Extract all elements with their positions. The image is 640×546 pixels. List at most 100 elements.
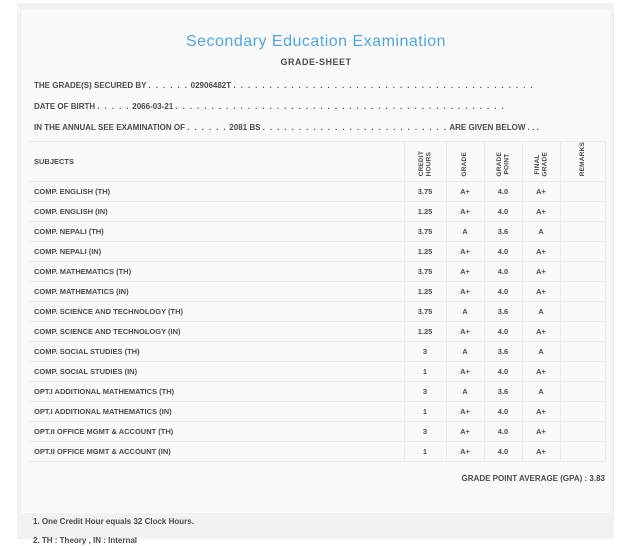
- credit-hours-cell: 1: [403, 441, 446, 462]
- grade-point-cell: 4.0: [483, 321, 522, 342]
- credit-hours-cell: 3: [403, 341, 446, 362]
- footnotes: 1. One Credit Hour equals 32 Clock Hours…: [33, 517, 614, 546]
- grade-cell: A: [445, 381, 484, 402]
- subject-cell: OPT.I ADDITIONAL MATHEMATICS (TH): [34, 387, 175, 397]
- table-row: COMP. ENGLISH (TH) 3.75 A+ 4.0 A+: [29, 181, 606, 202]
- grade-cell: A+: [445, 261, 484, 282]
- subject-cell: COMP. ENGLISH (TH): [34, 187, 111, 197]
- subject-cell: COMP. MATHEMATICS (TH): [34, 267, 132, 277]
- dotted-leader: . . . . .: [97, 102, 131, 111]
- credit-hours-cell: 3.75: [403, 221, 446, 242]
- remarks-cell: [559, 361, 606, 382]
- final-grade-label: FINAL GRADE: [533, 151, 549, 177]
- final-grade-cell: A: [521, 221, 560, 242]
- table-row: COMP. ENGLISH (IN) 1.25 A+ 4.0 A+: [29, 201, 606, 222]
- remarks-cell: [559, 441, 606, 462]
- table-row: COMP. SOCIAL STUDIES (IN) 1 A+ 4.0 A+: [29, 361, 606, 382]
- grade-cell: A+: [445, 201, 484, 222]
- info-prefix: DATE OF BIRTH: [34, 102, 96, 111]
- remarks-cell: [559, 421, 606, 442]
- remarks-cell: [559, 261, 606, 282]
- final-grade-column-header: FINAL GRADE: [521, 141, 560, 182]
- grade-column-header: GRADE: [445, 141, 484, 182]
- table-row: OPT.II OFFICE MGMT & ACCOUNT (IN) 1 A+ 4.0 A…: [29, 441, 606, 462]
- final-grade-cell: A: [521, 301, 560, 322]
- grade-point-cell: 4.0: [483, 441, 522, 462]
- subjects-column-header: SUBJECTS: [34, 157, 75, 167]
- subject-cell: COMP. NEPALI (IN): [34, 247, 102, 257]
- grade-cell: A+: [445, 401, 484, 422]
- table-row: COMP. MATHEMATICS (TH) 3.75 A+ 4.0 A+: [29, 261, 606, 282]
- subject-cell: OPT.I ADDITIONAL MATHEMATICS (IN): [34, 407, 172, 417]
- credit-hours-cell: 1.25: [403, 281, 446, 302]
- subject-cell: COMP. SCIENCE AND TECHNOLOGY (TH): [34, 307, 184, 317]
- page-title: Secondary Education Examination: [185, 33, 447, 50]
- credit-hours-cell: 1.25: [403, 201, 446, 222]
- grade-cell: A+: [445, 281, 484, 302]
- gradesheet-card: Secondary Education Examination GRADE-SH…: [22, 10, 610, 513]
- gradesheet-panel: Secondary Education Examination GRADE-SH…: [17, 3, 614, 545]
- credit-hours-cell: 3.75: [403, 181, 446, 202]
- credit-hours-cell: 3: [403, 421, 446, 442]
- grade-label: GRADE: [461, 151, 469, 177]
- symbol-number-value: 02906482T: [190, 81, 232, 90]
- grade-cell: A: [445, 301, 484, 322]
- final-grade-cell: A+: [521, 321, 560, 342]
- table-row: OPT.II OFFICE MGMT & ACCOUNT (TH) 3 A+ 4.0 A…: [29, 421, 606, 442]
- info-line-exam-year: IN THE ANNUAL SEE EXAMINATION OF . . . .…: [23, 117, 609, 138]
- final-grade-cell: A+: [521, 401, 560, 422]
- credit-hours-cell: 1.25: [403, 241, 446, 262]
- grade-point-cell: 4.0: [483, 361, 522, 382]
- credit-hours-cell: 3.75: [403, 261, 446, 282]
- footnote-credit-hour: 1. One Credit Hour equals 32 Clock Hours…: [33, 517, 194, 526]
- remarks-cell: [559, 401, 606, 422]
- table-row: COMP. NEPALI (IN) 1.25 A+ 4.0 A+: [29, 241, 606, 262]
- final-grade-cell: A: [521, 341, 560, 362]
- grade-point-column-header: GRADE POINT: [483, 141, 522, 182]
- info-lines: THE GRADE(S) SECURED BY . . . . . . 0290…: [23, 75, 609, 138]
- gpa-value: 3.83: [589, 474, 605, 484]
- remarks-cell: [559, 281, 606, 302]
- final-grade-cell: A: [521, 381, 560, 402]
- info-prefix: IN THE ANNUAL SEE EXAMINATION OF: [34, 123, 185, 132]
- credit-hours-column-header: CREDIT HOURS: [403, 141, 446, 182]
- credit-hours-cell: 1.25: [403, 321, 446, 342]
- sheet-subtitle: GRADE-SHEET: [280, 57, 352, 67]
- subject-cell: OPT.II OFFICE MGMT & ACCOUNT (IN): [34, 447, 171, 457]
- grade-point-cell: 3.6: [483, 301, 522, 322]
- grade-point-cell: 3.6: [483, 381, 522, 402]
- grade-cell: A+: [445, 181, 484, 202]
- final-grade-cell: A+: [521, 201, 560, 222]
- header-row: SUBJECTS CREDIT HOURS GRADE GRADE POINT …: [29, 141, 606, 182]
- info-line-date-of-birth: DATE OF BIRTH . . . . . 2066-03-21 . . .…: [23, 96, 609, 117]
- final-grade-cell: A+: [521, 261, 560, 282]
- credit-hours-cell: 3.75: [403, 301, 446, 322]
- table-row: COMP. SCIENCE AND TECHNOLOGY (TH) 3.75 A 3.…: [29, 301, 606, 322]
- subject-cell: COMP. SCIENCE AND TECHNOLOGY (IN): [34, 327, 181, 337]
- grade-point-cell: 4.0: [483, 181, 522, 202]
- dotted-leader: . . . . . . . . . . . . . . . . . . . . …: [262, 123, 448, 132]
- info-line-grades-secured-by: THE GRADE(S) SECURED BY . . . . . . 0290…: [23, 75, 609, 96]
- gpa-line: GRADE POINT AVERAGE (GPA) : 3.83: [29, 474, 605, 483]
- remarks-cell: [559, 301, 606, 322]
- grade-point-cell: 4.0: [483, 281, 522, 302]
- grade-cell: A+: [445, 441, 484, 462]
- remarks-cell: [559, 341, 606, 362]
- final-grade-cell: A+: [521, 181, 560, 202]
- table-row: COMP. SCIENCE AND TECHNOLOGY (IN) 1.25 A+ 4…: [29, 321, 606, 342]
- remarks-cell: [559, 201, 606, 222]
- remarks-cell: [559, 321, 606, 342]
- grades-table: SUBJECTS CREDIT HOURS GRADE GRADE POINT …: [29, 141, 606, 462]
- grade-cell: A: [445, 341, 484, 362]
- final-grade-cell: A+: [521, 281, 560, 302]
- grade-cell: A+: [445, 241, 484, 262]
- subject-cell: COMP. SOCIAL STUDIES (TH): [34, 347, 140, 357]
- grade-point-cell: 4.0: [483, 241, 522, 262]
- remarks-column-header: REMARKS: [559, 141, 606, 182]
- subject-cell: COMP. NEPALI (TH): [34, 227, 104, 237]
- grades-table-body: COMP. ENGLISH (TH) 3.75 A+ 4.0 A+ COMP. ENGLI…: [29, 181, 606, 462]
- dotted-leader: . . . . . .: [187, 123, 228, 132]
- grade-point-cell: 3.6: [483, 221, 522, 242]
- final-grade-cell: A+: [521, 241, 560, 262]
- dotted-leader: . . . . . . . . . . . . . . . . . . . . …: [233, 81, 535, 90]
